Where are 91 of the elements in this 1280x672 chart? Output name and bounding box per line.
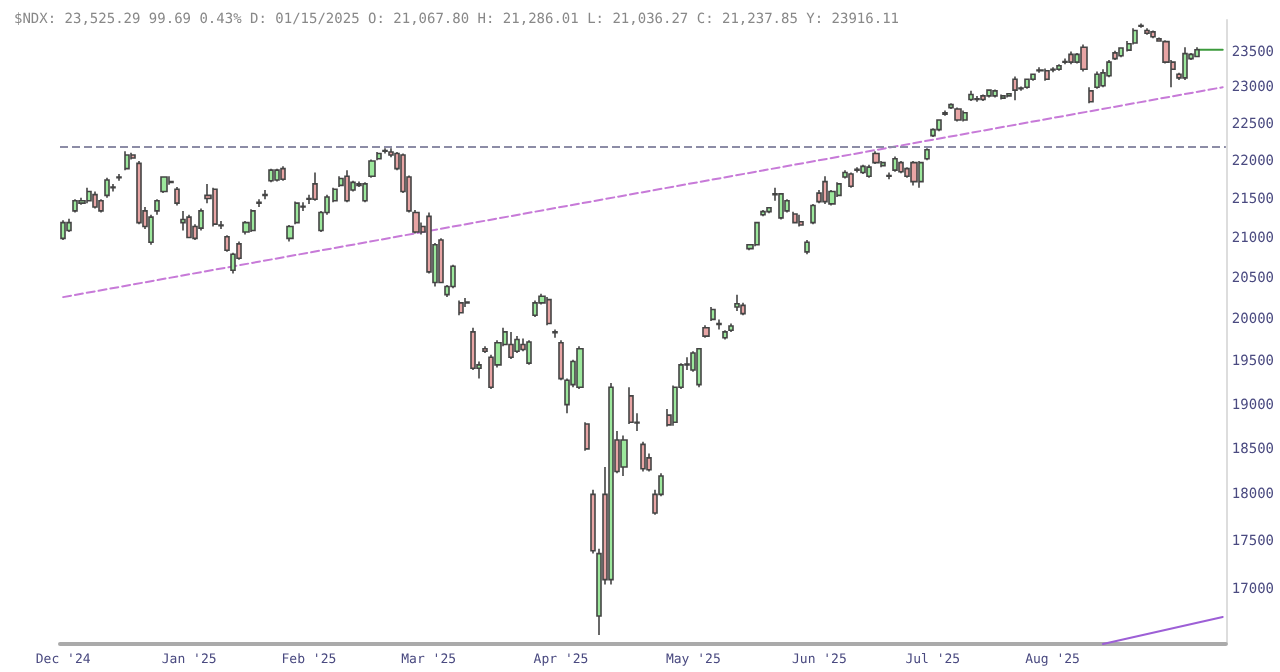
candlestick [344,169,350,204]
candlestick [848,171,854,189]
candlestick [918,160,924,189]
candlestick [1024,77,1030,90]
candlestick [312,171,318,202]
candlestick [98,198,104,214]
candlestick [1150,29,1156,39]
candlestick [286,224,294,243]
candlestick [608,382,614,586]
candlestick [1132,27,1138,46]
candlestick [784,198,790,214]
candlestick [186,213,192,240]
candlestick [576,345,584,390]
candlestick [458,299,464,317]
candlestick [710,306,716,322]
candlestick [892,155,898,173]
candlestick [104,176,110,199]
candlestick [274,167,280,183]
candlestick [514,335,520,354]
candlestick [1182,46,1188,81]
candlestick [1074,52,1080,65]
candlestick [508,331,514,360]
candlestick [1044,67,1050,82]
candlestick [174,186,180,207]
candlestick [930,127,936,138]
candlestick [294,200,300,225]
candlestick [268,167,274,184]
candlestick [1094,70,1100,90]
candlestick [376,151,382,162]
candlestick [438,237,444,285]
candlestick [798,213,804,228]
candlestick [136,160,142,225]
candlestick [66,217,72,233]
candlestick [558,339,564,382]
candlestick [124,150,130,171]
candlestick [640,440,646,473]
candlestick [212,186,218,228]
candlestick [532,299,538,318]
candlestick [860,164,866,175]
candlestick [160,175,168,194]
candlestick [836,181,842,198]
candlestick [962,109,968,123]
candlestick [872,150,880,165]
candlestick [754,221,760,248]
candlestick [584,421,590,452]
candlestick [60,219,66,241]
candlestick [740,302,746,317]
candlestick [224,234,230,253]
candlestick [1100,68,1106,89]
candlestick [546,296,552,327]
candlestick [92,190,98,210]
candlestick [148,213,154,246]
candlestick [1112,50,1118,61]
candlestick [450,263,456,289]
candlestick [250,208,256,233]
candlestick [734,293,740,312]
candlestick [722,329,728,341]
candlestick [696,347,702,389]
candlestick [1118,46,1124,58]
candlestick [910,160,918,187]
candlestick [526,339,532,366]
candlestick [1068,50,1074,66]
candlestick [904,166,910,179]
candlestick [368,158,376,179]
candlestick [866,164,872,179]
candlestick [954,106,962,123]
candlestick [898,160,904,174]
candlestick [968,90,974,102]
candlestick [1080,43,1088,73]
candlestick [628,386,634,425]
candlestick [198,207,204,232]
candlestick [154,198,160,216]
candlestick [936,118,942,132]
candlestick [262,189,268,201]
candlestick [1088,86,1094,104]
candlestick [620,434,628,477]
candlestick [1194,46,1200,58]
candlestick [1012,75,1018,102]
candlestick [72,198,78,214]
candlestick [280,165,286,182]
candlestick [792,210,798,225]
candlestick [362,181,368,204]
candlestick [86,186,92,204]
candlestick [702,324,710,339]
candlestick [470,326,476,371]
candlestick [924,147,930,162]
candlestick [804,239,810,256]
candlestick [810,203,816,225]
candlestick [778,192,784,221]
candlestick [180,210,186,232]
candlestick [822,175,828,205]
